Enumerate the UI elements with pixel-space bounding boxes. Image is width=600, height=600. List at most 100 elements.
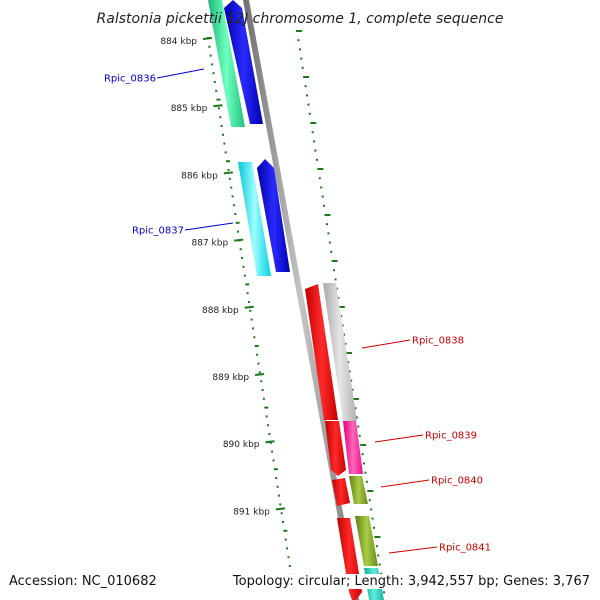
accession-text: Accession: NC_010682 <box>9 574 157 589</box>
gene-label-rpic-0840[interactable]: Rpic_0840 <box>431 476 483 487</box>
tick-mark <box>223 171 233 175</box>
skew-dot <box>226 160 231 163</box>
gene-leader-line <box>380 479 430 488</box>
skew-dot <box>273 468 278 471</box>
skew-dot <box>254 345 259 347</box>
gene-feature-olive-2 <box>355 516 378 566</box>
map-title: Ralstonia pickettii 12J chromosome 1, co… <box>97 11 504 27</box>
gene-leader-line <box>184 222 234 231</box>
skew-dot <box>354 407 357 410</box>
skew-dot <box>287 556 290 559</box>
skew-dot <box>361 453 364 456</box>
skew-dot <box>310 122 317 124</box>
skew-dot <box>314 149 317 152</box>
tick-mark <box>234 238 244 242</box>
skew-dot <box>237 230 239 233</box>
skew-dot <box>321 195 324 198</box>
skew-dot <box>268 433 271 435</box>
skew-dot <box>243 274 246 277</box>
skew-dot <box>216 98 221 101</box>
skew-dot <box>213 81 216 83</box>
gene-leader-line <box>361 339 411 349</box>
skew-dot <box>353 398 359 400</box>
gene-label-rpic-0841[interactable]: Rpic_0841 <box>439 543 491 554</box>
skew-dot <box>364 471 367 474</box>
skew-dot <box>286 547 289 550</box>
skew-dot <box>260 380 263 383</box>
skew-dot <box>300 57 303 60</box>
skew-dot <box>298 48 301 51</box>
skew-dot <box>333 269 336 272</box>
gene-label-rpic-0836[interactable]: Rpic_0836 <box>104 74 156 85</box>
gene-feature-cyan-1 <box>238 162 271 276</box>
tick-mark <box>213 104 223 108</box>
skew-dot <box>355 416 358 419</box>
gene-label-rpic-0838[interactable]: Rpic_0838 <box>412 336 464 347</box>
skew-dot <box>272 459 275 462</box>
skew-dot <box>383 591 385 594</box>
skew-dot <box>264 406 269 409</box>
skew-dot <box>345 352 352 354</box>
skew-dot <box>276 485 279 488</box>
skew-dot <box>306 94 308 97</box>
skew-dot <box>211 63 214 66</box>
skew-dot <box>215 89 218 92</box>
skew-dot <box>227 169 230 171</box>
skew-dot <box>338 306 345 308</box>
tick-mark <box>244 305 254 309</box>
skew-dot <box>320 186 323 189</box>
gene-feature-gray-1 <box>323 283 357 421</box>
skew-dot <box>334 278 337 281</box>
skew-dot <box>304 85 307 88</box>
skew-dot <box>222 133 224 136</box>
skew-dot <box>324 214 331 216</box>
skew-dot <box>348 370 351 373</box>
gene-leader-line <box>388 546 438 554</box>
skew-dot <box>344 342 347 345</box>
skew-dot <box>220 125 223 127</box>
skew-dot <box>275 477 278 479</box>
skew-dot <box>245 283 250 286</box>
skew-dot <box>316 158 318 161</box>
skew-dot <box>283 529 288 532</box>
skew-dot <box>307 103 310 106</box>
skew-dot <box>317 168 324 170</box>
skew-dot <box>301 66 304 69</box>
skew-dot <box>231 195 234 198</box>
gene-label-rpic-0837[interactable]: Rpic_0837 <box>132 226 184 237</box>
gene-label-rpic-0839[interactable]: Rpic_0839 <box>425 431 477 442</box>
skew-dot <box>357 425 360 428</box>
skew-dot <box>341 324 344 327</box>
skew-dot <box>358 434 361 437</box>
skew-dot <box>325 223 328 226</box>
skew-dot <box>252 327 254 330</box>
skew-dot <box>371 517 374 520</box>
skew-dot <box>234 213 237 215</box>
skew-track-right <box>296 30 388 594</box>
tick-mark <box>275 507 286 511</box>
skew-dot <box>297 39 300 42</box>
gene-labels: Rpic_0836 Rpic_0837 Rpic_0838 Rpic_0839 Rpic… <box>104 68 491 554</box>
tick-label: 886 kbp <box>181 171 218 181</box>
tick-label: 884 kbp <box>160 37 197 47</box>
skew-dot <box>363 462 365 465</box>
skew-dot <box>288 565 291 567</box>
skew-dot <box>208 45 211 48</box>
skew-dot <box>239 248 242 251</box>
skew-dot <box>328 241 331 244</box>
skew-dot <box>367 490 374 492</box>
tick-label: 890 kbp <box>223 440 260 450</box>
skew-dot <box>280 512 283 515</box>
skew-dot <box>212 72 215 75</box>
skew-dot <box>247 301 250 303</box>
gene-feature-red-1 <box>305 284 338 420</box>
genome-summary-text: Topology: circular; Length: 3,942,557 bp… <box>230 574 590 589</box>
skew-dot <box>261 389 264 391</box>
skew-dot <box>279 503 282 506</box>
gene-feature-pink-1 <box>343 421 363 474</box>
tick-mark <box>254 373 265 376</box>
skew-dot <box>350 379 353 382</box>
skew-dot <box>378 563 381 566</box>
skew-dot <box>331 260 338 262</box>
